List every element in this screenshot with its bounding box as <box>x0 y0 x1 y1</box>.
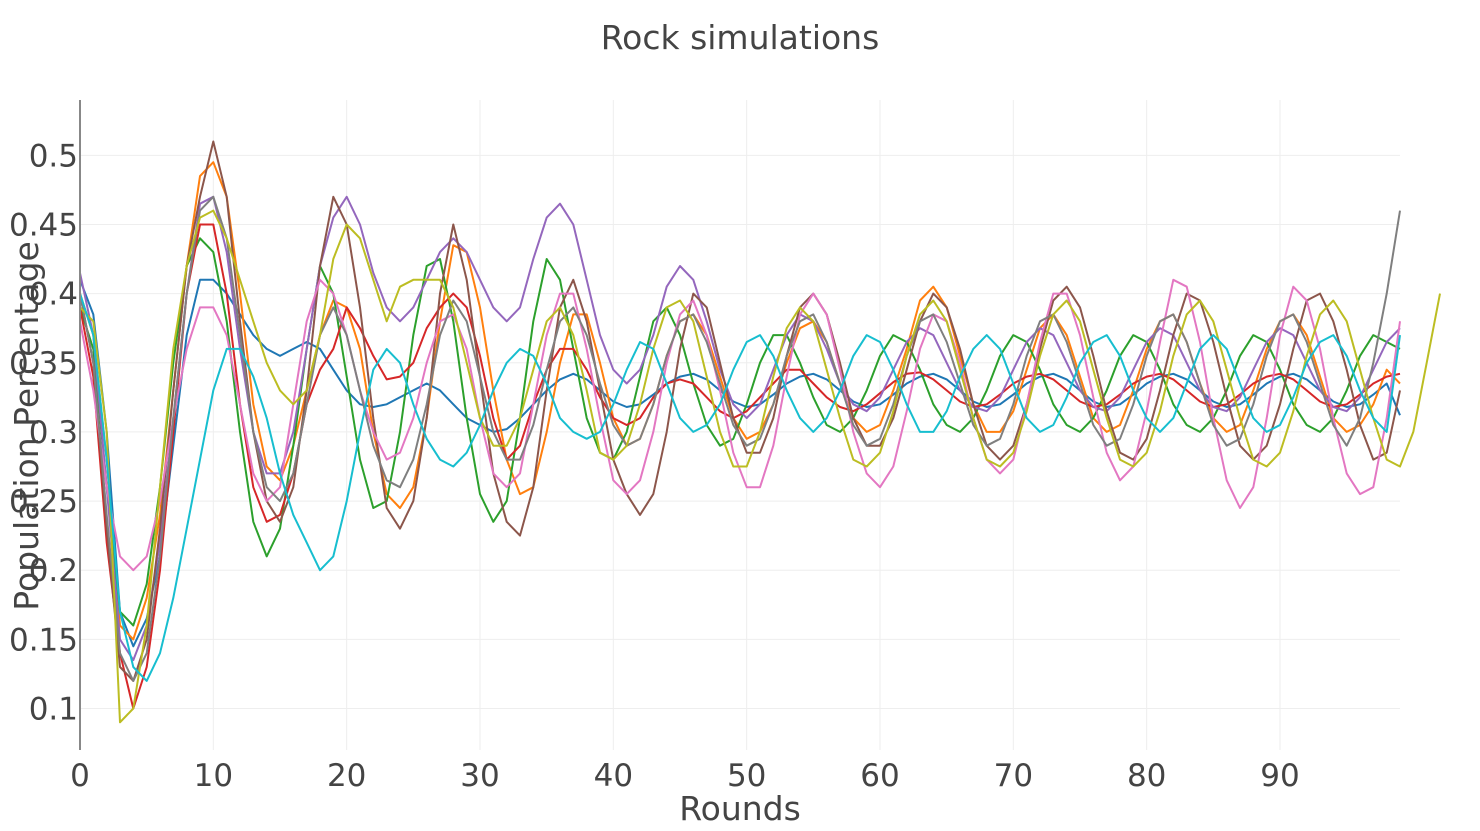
y-tick-label: 0.15 <box>9 622 78 658</box>
x-tick-label: 10 <box>194 758 233 794</box>
x-axis-title: Rounds <box>679 789 801 828</box>
y-tick-label: 0.4 <box>29 277 78 313</box>
x-tick-label: 20 <box>327 758 366 794</box>
y-tick-label: 0.5 <box>29 138 78 174</box>
x-tick-label: 50 <box>727 758 766 794</box>
x-tick-label: 90 <box>1260 758 1299 794</box>
x-tick-labels: 0 10 20 30 40 50 60 70 80 90 <box>70 758 1300 794</box>
x-tick-label: 80 <box>1127 758 1166 794</box>
x-tick-label: 70 <box>994 758 1033 794</box>
series-line-7 <box>79 278 1401 572</box>
x-tick-label: 60 <box>860 758 899 794</box>
series-line-8 <box>79 195 1401 682</box>
series-line-10 <box>79 293 1401 682</box>
y-tick-label: 0.2 <box>29 553 78 589</box>
x-tick-label: 0 <box>70 758 90 794</box>
series-line-9 <box>79 209 1441 724</box>
y-tick-label: 0.45 <box>9 207 78 243</box>
x-tick-label: 30 <box>460 758 499 794</box>
y-axis-title: Population Percentage <box>7 241 46 611</box>
y-tick-label: 0.25 <box>9 484 78 520</box>
series-line-1 <box>79 278 1401 648</box>
y-tick-label: 0.3 <box>29 415 78 451</box>
y-tick-label: 0.35 <box>9 346 78 382</box>
series-group <box>79 140 1441 724</box>
y-tick-labels: 0.1 0.15 0.2 0.25 0.3 0.35 0.4 0.45 0.5 <box>9 138 78 727</box>
x-tick-label: 40 <box>594 758 633 794</box>
y-tick-label: 0.1 <box>29 692 78 728</box>
series-line-5 <box>79 195 1401 662</box>
chart-title: Rock simulations <box>601 18 880 57</box>
gridlines <box>80 100 1400 750</box>
